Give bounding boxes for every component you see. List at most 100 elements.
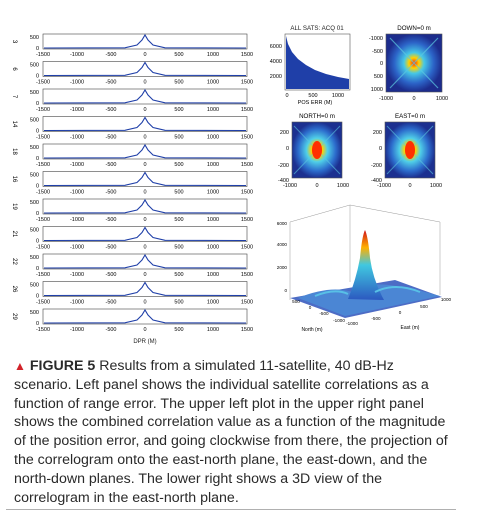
satellite-label: 7	[11, 95, 17, 99]
row-xtick: 0	[143, 52, 146, 58]
all-sats-area	[286, 36, 349, 89]
east-ytick: 0	[379, 146, 382, 152]
surface-east-tick: 500	[420, 304, 428, 309]
down-ytick: -500	[372, 49, 383, 55]
row-xtick: -500	[105, 135, 116, 141]
row-xtick: -1000	[70, 272, 84, 278]
row-xtick: -500	[105, 80, 116, 86]
row-axes	[42, 88, 248, 105]
satellite-label: 29	[11, 313, 17, 320]
row-xtick: -1000	[70, 135, 84, 141]
row-ytick: 500	[30, 63, 39, 69]
row-axes	[42, 33, 248, 50]
row-xtick: 1000	[207, 135, 219, 141]
row-ytick: 0	[36, 129, 39, 135]
row-xtick: 1000	[207, 107, 219, 113]
surface-wave	[314, 286, 421, 297]
row-xtick: 500	[174, 190, 183, 196]
row-ytick: 0	[36, 46, 39, 52]
row-ytick: 0	[36, 156, 39, 162]
surface-box	[289, 204, 441, 300]
row-xtick: 1000	[207, 52, 219, 58]
surface-3d-plot: 6000 4000 2000 0 -1000 -500 0 500 1000 5…	[277, 204, 452, 333]
satellite-label: 3	[11, 40, 17, 44]
down-ytick: 500	[374, 74, 383, 80]
row-axes	[42, 116, 248, 132]
row-xtick: -500	[105, 327, 116, 333]
row-axes	[42, 61, 248, 77]
row-xtick: 0	[143, 135, 146, 141]
surface-north-tick: -500	[319, 311, 329, 316]
row-xtick: 0	[143, 217, 146, 223]
row-xtick: -1000	[70, 80, 84, 86]
row-ytick: 500	[30, 118, 39, 124]
north-peak	[312, 141, 322, 159]
row-xtick: 1500	[241, 272, 253, 278]
row-axes	[42, 253, 248, 270]
row-xtick: 0	[143, 107, 146, 113]
north-ytick: 0	[286, 146, 289, 152]
row-ytick: 500	[30, 145, 39, 151]
row-xtick: 0	[143, 190, 146, 196]
row-ytick: 0	[36, 184, 39, 190]
all-sats-plot: ALL SATS: ACQ 01 6000 4000 2000 0 500 10…	[270, 25, 351, 106]
row-xtick: 1000	[207, 300, 219, 306]
row-xtick: -1000	[70, 327, 84, 333]
row-xtick: -1500	[36, 52, 50, 58]
satellite-label: 6	[11, 67, 17, 71]
row-xtick: -500	[105, 272, 116, 278]
row-xtick: -500	[105, 300, 116, 306]
east-xtick: -1000	[377, 183, 391, 189]
row-ytick: 0	[36, 74, 39, 80]
correlation-line	[43, 33, 247, 49]
surface-east-tick: 1000	[441, 297, 452, 302]
surface-ztick: 0	[284, 288, 287, 293]
north-plane-plot: NORTH=0 m -400 -200 0 200 -1000 0 1000	[278, 113, 349, 189]
east-ytick: -200	[371, 163, 382, 169]
down-xtick: 0	[412, 96, 415, 102]
north-ytick: -400	[278, 178, 289, 184]
row-xtick: 1000	[207, 327, 219, 333]
row-xtick: 500	[174, 80, 183, 86]
correlation-line	[43, 253, 247, 269]
row-xtick: -500	[105, 217, 116, 223]
row-xtick: -1500	[36, 162, 50, 168]
row-xtick: 1500	[241, 245, 253, 251]
row-ytick: 0	[36, 294, 39, 300]
surface-north-tick: 500	[292, 299, 300, 304]
row-xtick: 1000	[207, 217, 219, 223]
north-xtick: -1000	[283, 183, 297, 189]
row-axes	[42, 171, 248, 187]
row-ytick: 500	[30, 310, 39, 316]
down-plane-plot: DOWN=0 m -1000 -500 0 500 1000 -1000 0 1…	[369, 25, 448, 102]
row-xtick: 1500	[241, 52, 253, 58]
correlation-line	[43, 281, 247, 297]
all-sats-ytick: 4000	[270, 59, 282, 65]
satellite-label: 21	[11, 231, 17, 238]
east-ytick: -400	[371, 178, 382, 184]
row-xtick: 0	[143, 272, 146, 278]
row-ytick: 500	[30, 90, 39, 96]
row-axes	[42, 143, 248, 160]
row-ytick: 500	[30, 283, 39, 289]
correlation-line	[43, 198, 247, 214]
surface-north-tick: 0	[309, 305, 312, 310]
row-ytick: 0	[36, 211, 39, 217]
surface-east-tick: -500	[371, 316, 381, 321]
row-xtick: 1500	[241, 135, 253, 141]
correlation-line	[43, 308, 247, 324]
correlation-line	[43, 88, 247, 104]
row-axes	[42, 308, 248, 325]
row-axes	[42, 198, 248, 215]
row-ytick: 500	[30, 200, 39, 206]
